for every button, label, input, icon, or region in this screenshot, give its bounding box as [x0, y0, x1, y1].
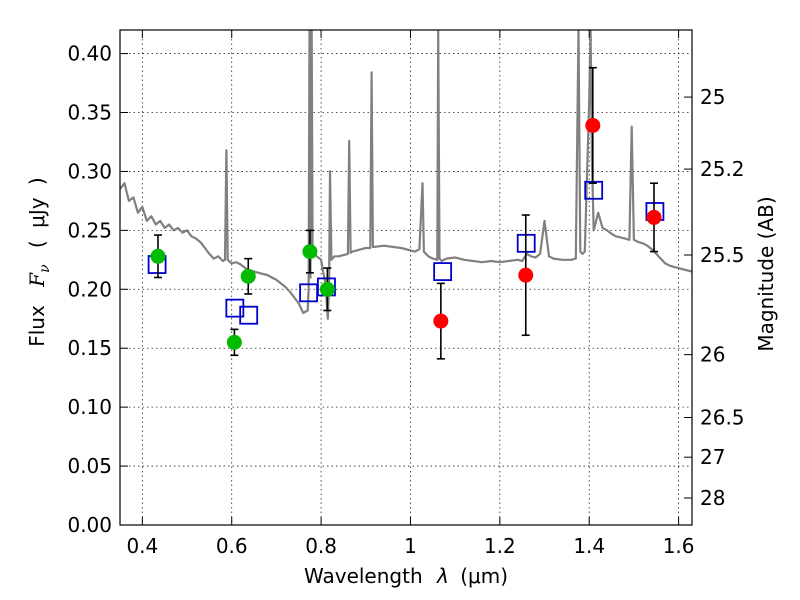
y-tick-label: 0.40 — [67, 42, 112, 66]
photometry-point — [319, 281, 335, 297]
photometry-point — [302, 244, 318, 260]
x-axis-label: Wavelength λ (μm) — [304, 564, 508, 588]
spectrum-line — [120, 30, 692, 320]
axis-ticks: 0.4 0.6 0.8 1 1.2 1.4 1.6 0.00 0.05 0.10 0.15 0.20 0… — [67, 30, 745, 558]
y2-tick-label: 25.2 — [700, 157, 745, 181]
y-tick-label: 0.15 — [67, 336, 112, 360]
x-tick-label: 1 — [404, 534, 417, 558]
y2-axis-label: Magnitude (AB) — [754, 196, 778, 351]
x-tick-label: 1.2 — [484, 534, 516, 558]
spectrum-layer — [120, 30, 692, 320]
model-square-point — [433, 262, 453, 282]
model-square-point — [584, 180, 604, 200]
model-square-point — [239, 305, 259, 325]
photometry-point — [226, 334, 242, 350]
y2-tick-label: 25 — [700, 85, 725, 109]
plot-frame — [119, 29, 693, 526]
x-tick-label: 0.6 — [216, 534, 248, 558]
photometry-point — [585, 117, 601, 133]
y2-tick-label: 28 — [700, 486, 725, 510]
y-tick-label: 0.30 — [67, 159, 112, 183]
x-tick-label: 1.4 — [573, 534, 605, 558]
x-tick-label: 1.6 — [663, 534, 695, 558]
x-tick-label: 0.4 — [126, 534, 158, 558]
y-tick-label: 0.05 — [67, 454, 112, 478]
y-axis-label: Flux Fν ( μJy ) — [25, 177, 54, 347]
x-tick-label: 0.8 — [305, 534, 337, 558]
photometry-point — [646, 209, 662, 225]
y-tick-label: 0.10 — [67, 395, 112, 419]
photometry-point — [433, 313, 449, 329]
y2-tick-label: 26 — [700, 343, 725, 367]
y2-tick-label: 27 — [700, 445, 725, 469]
data-points — [147, 66, 665, 360]
y-tick-label: 0.35 — [67, 101, 112, 125]
photometry-point — [150, 248, 166, 264]
y-tick-label: 0.20 — [67, 277, 112, 301]
y2-tick-label: 25.5 — [700, 243, 745, 267]
y2-tick-label: 26.5 — [700, 406, 745, 430]
photometry-point — [240, 268, 256, 284]
model-square-point — [225, 298, 245, 318]
grid-lines — [120, 30, 692, 526]
photometry-point — [518, 267, 534, 283]
y-tick-label: 0.00 — [67, 513, 112, 537]
y-tick-label: 0.25 — [67, 218, 112, 242]
